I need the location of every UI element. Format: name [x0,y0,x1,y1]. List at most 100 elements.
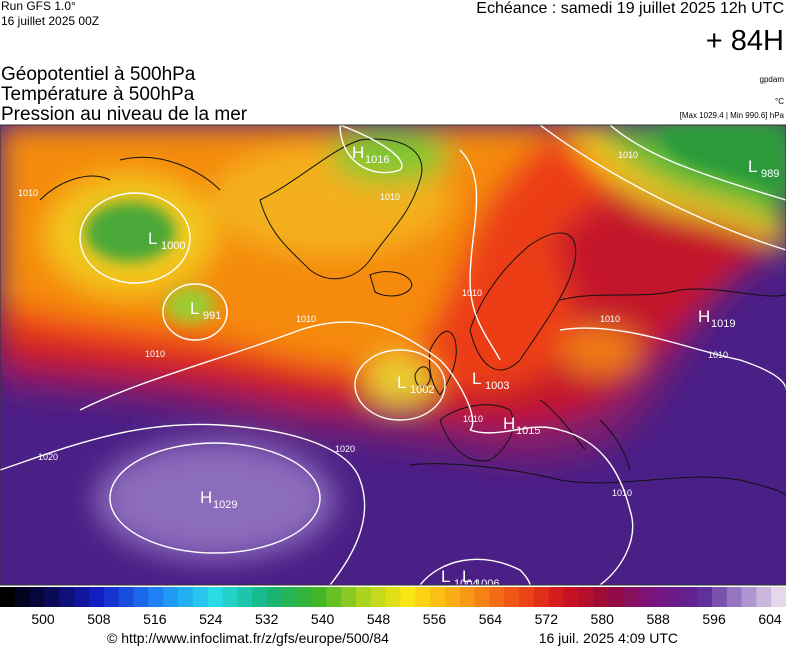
footer-time: 16 juil. 2025 4:09 UTC [539,630,678,646]
colorbar-swatch [177,587,194,607]
center-letter: L [472,369,481,388]
colorbar-swatch [444,587,461,607]
colorbar-label: 580 [591,611,615,627]
center-letter: H [503,414,515,433]
isobar-labels: 1010 1010 1010 1010 1010 1010 1010 1010 1010 1020… [18,150,728,498]
field-name: Température à 500hPa [1,84,195,105]
colorbar-swatch [489,587,505,607]
center-value: 1000 [161,240,185,252]
colorbar-swatch [74,587,90,607]
colorbar-swatch [741,587,757,607]
colorbar-label: 604 [758,611,782,627]
center-letter: H [200,488,212,507]
colorbar-swatch [148,587,164,607]
colorbar-label: 532 [255,611,279,627]
colorbar-swatch [756,587,772,607]
colorbar-swatch [44,587,60,607]
colorbar-swatch [474,587,490,607]
center-value: 1015 [516,425,540,437]
colorbar-label: 548 [367,611,391,627]
isobar-label: 1010 [18,188,38,198]
colorbar-swatch [652,587,668,607]
colorbar-swatch [697,587,713,607]
isobar-label: 1010 [296,314,316,324]
center-value: 1003 [485,380,509,392]
isobar-label: 1010 [462,288,482,298]
colorbar-swatch [415,587,431,607]
colorbar-label: 588 [646,611,670,627]
isobar-label: 1010 [618,150,638,160]
center-value: 1002 [410,384,434,396]
colorbar-swatch [88,587,105,607]
colorbar-label: 524 [199,611,223,627]
center-value: 1004 [454,578,478,590]
isobar-label: 1010 [612,488,632,498]
colorbar-swatch [548,587,565,607]
colorbar-swatch [519,587,535,607]
colorbar-swatch [533,587,550,607]
center-value: 989 [761,168,779,180]
isobar-label: 1010 [145,349,165,359]
colorbar-swatch [281,587,298,607]
lead-time: + 84H [706,25,784,57]
isobar-label: 1010 [463,414,483,424]
colorbar-swatch [726,587,743,607]
center-letter: L [441,567,450,586]
colorbar-label: 572 [535,611,559,627]
field-name: Géopotentiel à 500hPa [1,64,196,85]
colorbar-swatch [252,587,268,607]
colorbar-swatch [622,587,639,607]
center-value: 991 [203,310,221,322]
colorbar-swatch [29,587,45,607]
center-letter: L [190,299,199,318]
colorbar-swatch [459,587,476,607]
colorbar-swatch [341,587,357,607]
colorbar-swatch [682,587,698,607]
center-value: 1029 [213,499,237,511]
colorbar-label: 596 [702,611,726,627]
isobar-label: 1010 [380,192,400,202]
isobar-label: 1010 [600,314,620,324]
center-letter: L [748,157,757,176]
colorbar-swatch [355,587,372,607]
colorbar-swatch [326,587,342,607]
colorbar-swatch [370,587,387,607]
run-label: Run GFS 1.0° [1,0,76,13]
colorbar [0,587,786,607]
colorbar-swatch [266,587,283,607]
colorbar-swatch [771,587,786,607]
colorbar-swatch [430,587,446,607]
footer-url: © http://www.infoclimat.fr/z/gfs/europe/… [107,630,389,646]
center-letter: L [462,567,471,586]
center-letter: L [397,373,406,392]
colorbar-swatch [103,587,120,607]
center-letter: L [148,229,157,248]
colorbar-swatch [163,587,179,607]
run-date: 16 juillet 2025 00Z [1,14,99,28]
map-frame [0,124,786,586]
echeance: Echéance : samedi 19 juillet 2025 12h UT… [476,0,784,17]
colorbar-swatch [385,587,401,607]
unit: [Max 1029.4 | Min 990.6] hPa [680,111,785,120]
colorbar-label: 540 [311,611,335,627]
colorbar-swatch [711,587,728,607]
colorbar-swatch [237,587,253,607]
colorbar-swatch [504,587,520,607]
colorbar-label: 556 [423,611,447,627]
colorbar-label: 508 [87,611,111,627]
colorbar-label: 516 [143,611,167,627]
isobars [0,125,786,585]
colorbar-label: 564 [479,611,503,627]
center-value: 1016 [365,154,389,166]
colorbar-swatch [207,587,223,607]
colorbar-swatch [296,587,312,607]
colorbar-swatch [59,587,75,607]
colorbar-swatch [0,587,16,607]
unit: °C [775,97,784,106]
center-letter: H [698,307,710,326]
colorbar-labels: 500 508 516 524 532 540 548 556 564 572 580 588 596 6… [31,611,782,627]
